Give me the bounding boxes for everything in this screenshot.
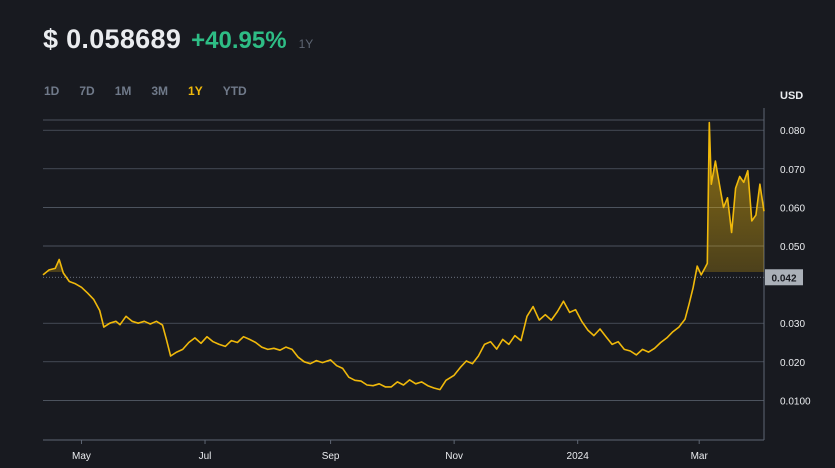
period-badge: 1Y	[298, 37, 314, 51]
y-tick-label: 0.050	[780, 242, 805, 253]
x-tick-label: May	[72, 451, 91, 462]
current-price: $ 0.058689	[43, 24, 182, 54]
x-tick-label: 2024	[567, 451, 590, 462]
price-area	[46, 122, 764, 272]
price-change-percent: +40.95%	[191, 27, 287, 54]
tab-1m[interactable]: 1M	[114, 84, 132, 98]
y-tick-label: 0.030	[780, 319, 805, 330]
price-header: $ 0.058689 +40.95% 1Y	[43, 24, 313, 55]
tab-1d[interactable]: 1D	[44, 84, 60, 98]
gridlines	[43, 108, 765, 441]
tab-1y[interactable]: 1Y	[188, 84, 203, 98]
y-tick-label: 0.080	[780, 126, 805, 137]
y-tick-label: 0.0100	[780, 396, 811, 407]
y-tick-label: 0.020	[780, 358, 805, 369]
current-price-label: 0.042	[771, 273, 796, 284]
y-tick-label: 0.060	[780, 203, 805, 214]
x-axis: May Jul Sep Nov 2024 Mar	[72, 440, 708, 462]
tab-7d[interactable]: 7D	[79, 84, 95, 98]
x-tick-label: Sep	[322, 451, 340, 462]
price-area-fill	[46, 122, 764, 272]
current-price-marker: 0.042	[43, 269, 803, 286]
y-axis-unit: USD	[780, 90, 804, 102]
tab-3m[interactable]: 3M	[151, 84, 169, 98]
x-tick-label: Mar	[691, 451, 709, 462]
price-line	[42, 121, 765, 391]
x-tick-label: Jul	[199, 451, 212, 462]
tab-ytd[interactable]: YTD	[222, 84, 247, 98]
price-line-group	[42, 121, 765, 391]
y-tick-label: 0.070	[780, 165, 805, 176]
y-axis: 0.080 0.070 0.060 0.050 0.030 0.020 0.0100	[780, 126, 811, 407]
x-tick-label: Nov	[445, 451, 463, 462]
current-price-box	[765, 269, 803, 286]
time-range-tabs: 1D 7D 1M 3M 1Y YTD	[44, 84, 267, 98]
